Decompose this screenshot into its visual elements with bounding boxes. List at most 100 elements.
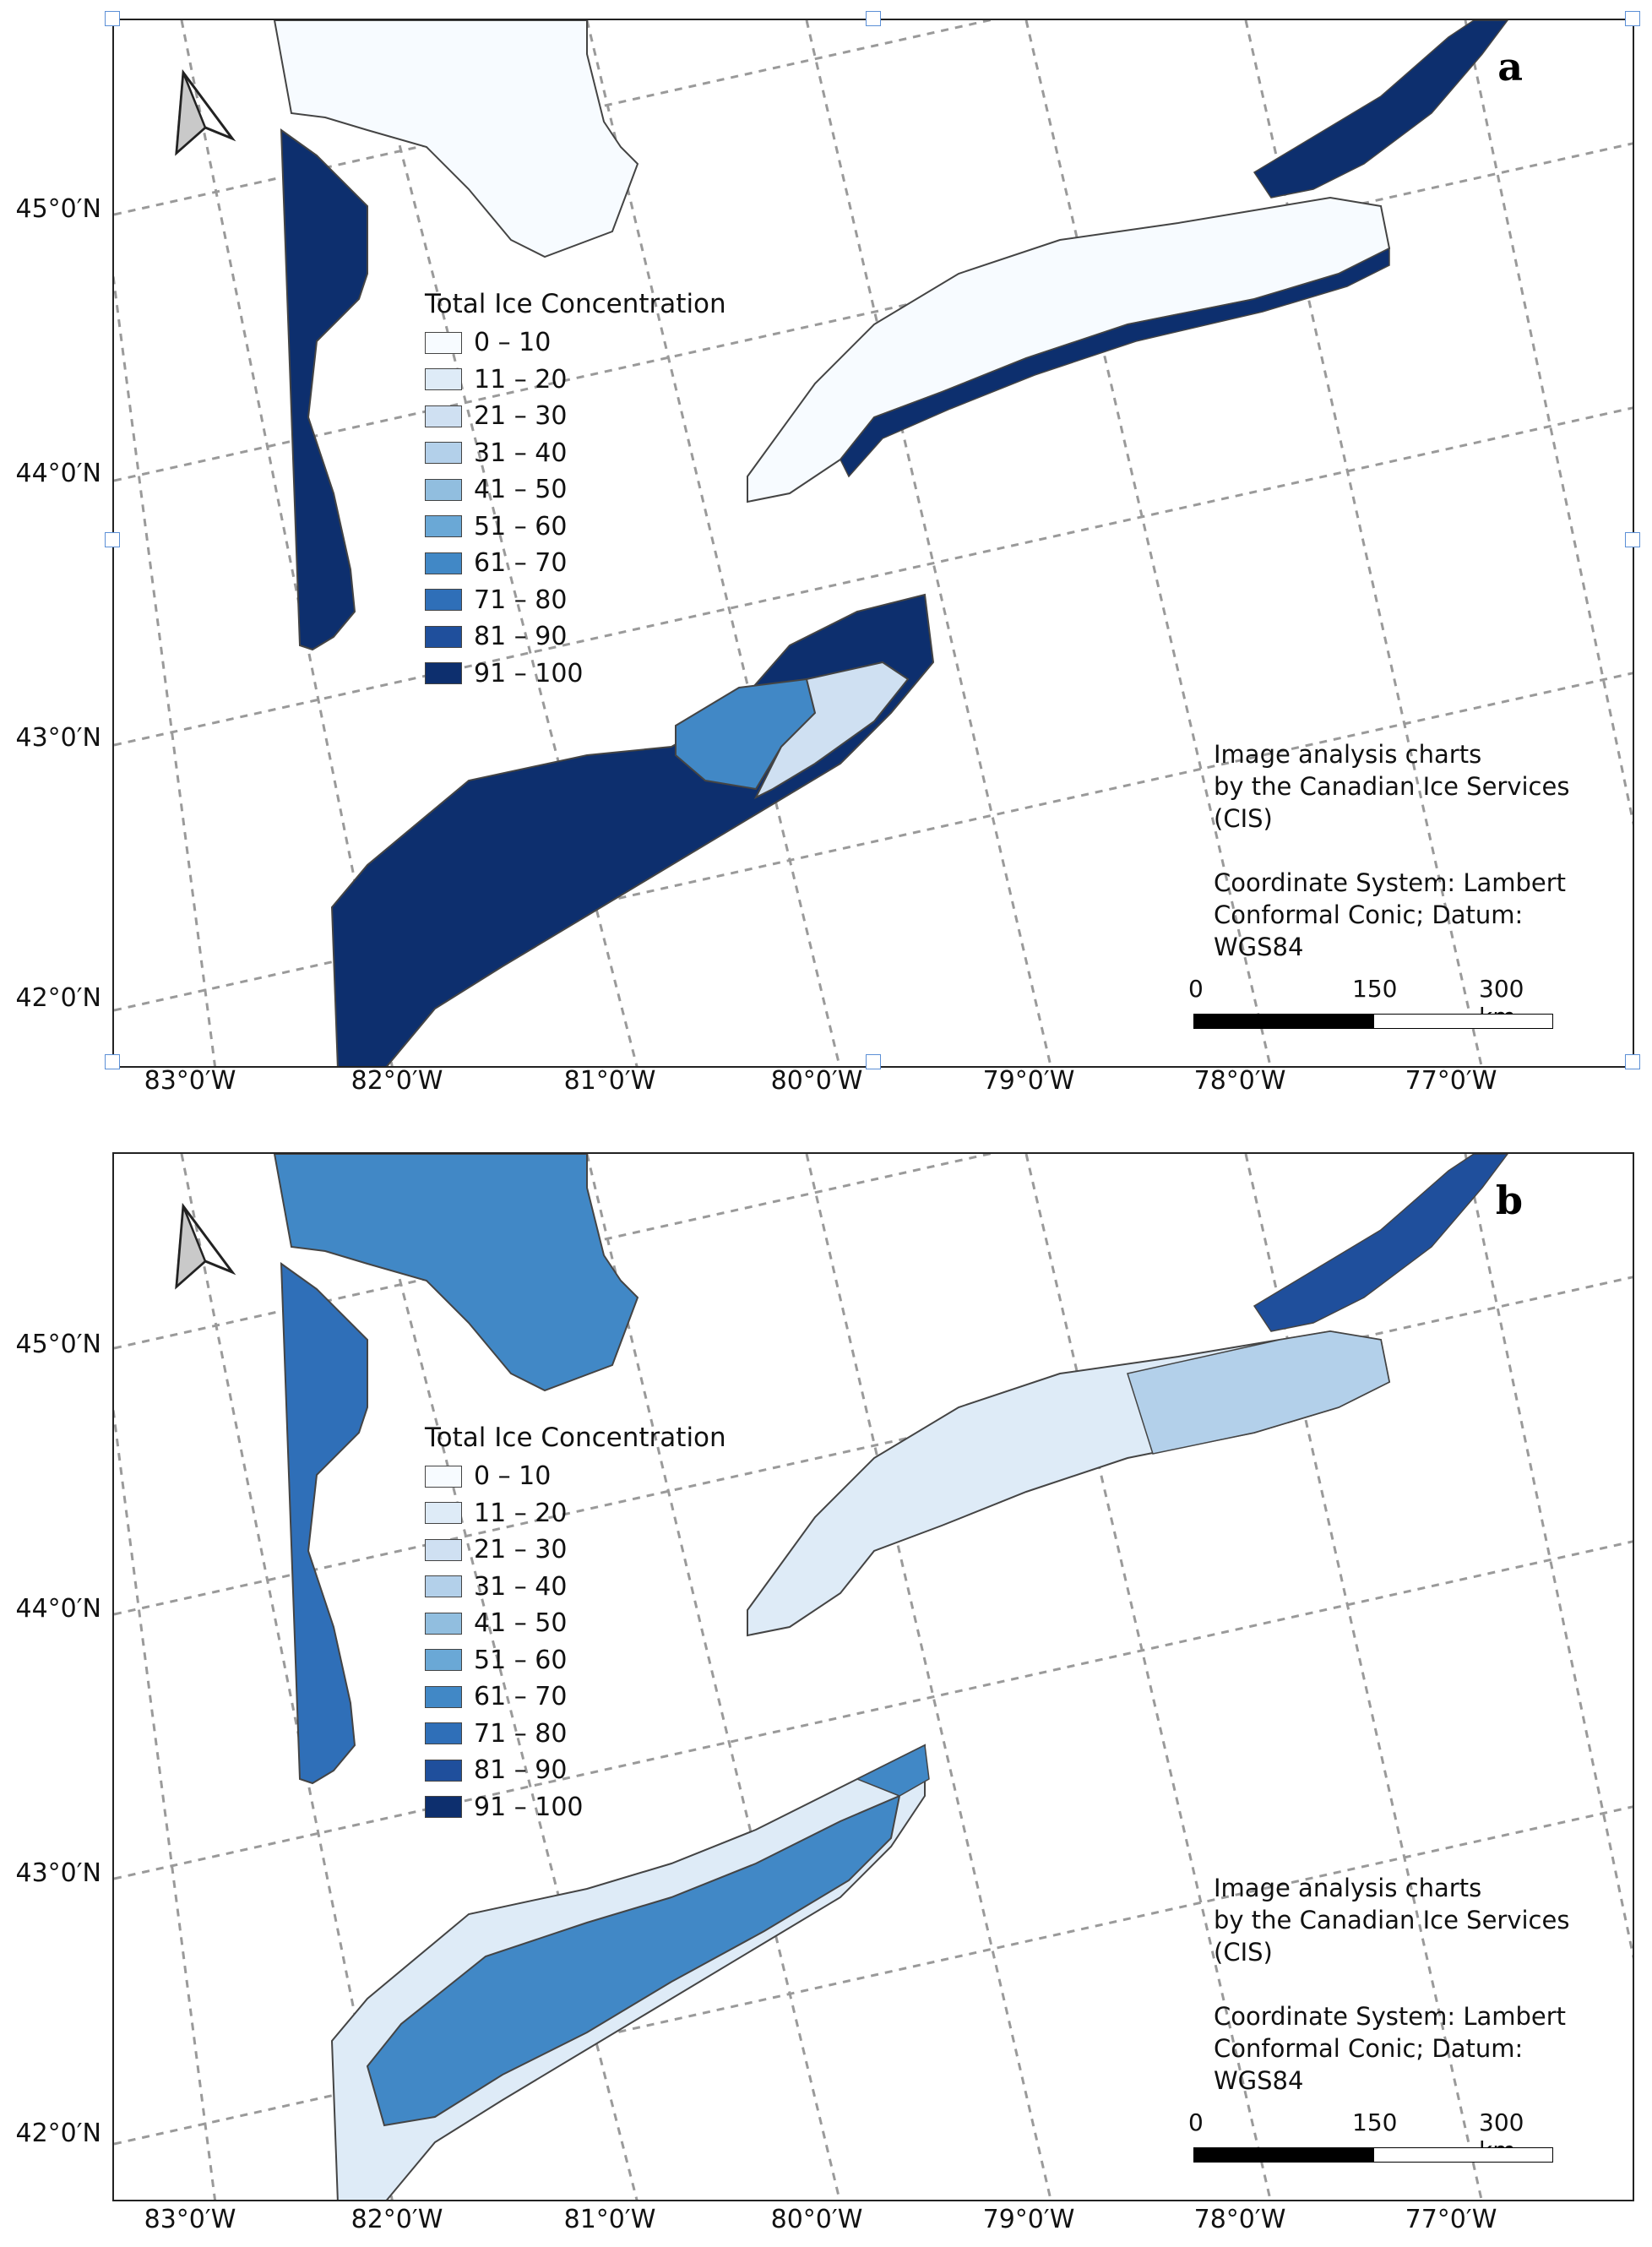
selection-handle[interactable] <box>1625 1054 1640 1069</box>
legend-label: 61 – 70 <box>474 548 568 579</box>
georgian-bay <box>273 1154 639 1392</box>
legend-swatch <box>425 1575 462 1598</box>
georgian-bay <box>273 20 639 258</box>
map-canvas-b <box>114 1154 1633 2200</box>
lon-label: 80°0′W <box>770 1066 863 1096</box>
legend-label: 11 – 20 <box>474 364 568 394</box>
legend-label: 0 – 10 <box>474 1461 552 1492</box>
legend: Total Ice Concentration 0 – 10 11 – 20 21 … <box>425 289 726 692</box>
selection-handle[interactable] <box>866 11 881 26</box>
selection-handle[interactable] <box>105 11 120 26</box>
lake-ontario-rim <box>840 247 1390 478</box>
scale-label-0: 0 <box>1188 975 1204 1003</box>
lat-label: 45°0′N <box>15 1330 101 1359</box>
legend-swatch <box>425 331 462 354</box>
lat-label: 45°0′N <box>15 194 101 224</box>
legend-swatch <box>425 368 462 391</box>
lake-huron-south <box>280 128 368 651</box>
credit-line: (CIS) <box>1214 804 1273 833</box>
legend-item: 31 – 40 <box>425 1569 726 1606</box>
selection-handle[interactable] <box>1625 532 1640 547</box>
lake-ontario-rim <box>1127 1330 1390 1455</box>
legend-swatch <box>425 1612 462 1635</box>
lake-erie-east <box>856 1744 930 1797</box>
legend-swatch <box>425 589 462 612</box>
selection-handle[interactable] <box>866 1054 881 1069</box>
legend-label: 91 – 100 <box>474 658 584 688</box>
credit-line: by the Canadian Ice Services <box>1214 772 1570 801</box>
lon-label: 81°0′W <box>563 2205 656 2234</box>
st-lawrence <box>1253 1154 1508 1332</box>
scale-bar-black <box>1193 2147 1373 2163</box>
legend-swatch <box>425 552 462 574</box>
legend-swatch <box>425 405 462 427</box>
credit-line: (CIS) <box>1214 1938 1273 1967</box>
lon-label: 78°0′W <box>1193 1066 1286 1096</box>
legend-swatch <box>425 662 462 685</box>
legend-swatch <box>425 1759 462 1782</box>
legend-item: 61 – 70 <box>425 1678 726 1716</box>
credit-line: Conformal Conic; Datum: <box>1214 900 1524 929</box>
legend-swatch <box>425 1722 462 1745</box>
selection-handle[interactable] <box>105 532 120 547</box>
legend-swatch <box>425 442 462 465</box>
lon-label: 78°0′W <box>1193 2205 1286 2234</box>
legend-label: 71 – 80 <box>474 1718 568 1749</box>
lat-label: 43°0′N <box>15 1858 101 1888</box>
lon-label: 79°0′W <box>982 2205 1075 2234</box>
legend-swatch <box>425 1465 462 1488</box>
credit-line: Conformal Conic; Datum: <box>1214 2034 1524 2063</box>
lon-label: 83°0′W <box>144 1066 236 1096</box>
legend-item: 51 – 60 <box>425 1642 726 1679</box>
legend-title: Total Ice Concentration <box>425 1423 726 1453</box>
map-panel-a: a Total Ice Concentration 0 – 10 11 – 20 2… <box>112 19 1634 1068</box>
legend-item: 81 – 90 <box>425 1752 726 1789</box>
legend-rows: 0 – 10 11 – 20 21 – 30 31 – 40 41 – 50 51 – 6… <box>425 324 726 692</box>
st-lawrence <box>1253 20 1508 199</box>
lat-label: 42°0′N <box>15 2119 101 2148</box>
legend-title: Total Ice Concentration <box>425 289 726 319</box>
lake-erie-rim <box>753 661 910 800</box>
scale-label-150: 150 <box>1352 975 1398 1003</box>
legend-label: 71 – 80 <box>474 585 568 615</box>
lon-label: 77°0′W <box>1405 2205 1497 2234</box>
credit-line: Image analysis charts <box>1214 1874 1482 1902</box>
north-arrow-icon <box>171 1198 239 1294</box>
legend-label: 81 – 90 <box>474 622 568 652</box>
selection-handle[interactable] <box>105 1054 120 1069</box>
legend-item: 41 – 50 <box>425 1605 726 1642</box>
scale-bar: 0 150 300 km <box>1188 975 1553 1034</box>
legend-item: 71 – 80 <box>425 582 726 619</box>
legend-item: 91 – 100 <box>425 1789 726 1826</box>
lon-label: 79°0′W <box>982 1066 1075 1096</box>
scale-bar-black <box>1193 1014 1373 1029</box>
legend-label: 31 – 40 <box>474 1571 568 1602</box>
legend: Total Ice Concentration 0 – 10 11 – 20 21 … <box>425 1423 726 1825</box>
legend-label: 31 – 40 <box>474 438 568 468</box>
lat-label: 44°0′N <box>15 1594 101 1624</box>
legend-item: 0 – 10 <box>425 324 726 362</box>
legend-item: 31 – 40 <box>425 435 726 472</box>
legend-label: 41 – 50 <box>474 475 568 505</box>
credit-line: WGS84 <box>1214 933 1304 961</box>
credit-text: Image analysis charts by the Canadian Ic… <box>1214 1872 1569 2097</box>
scale-label-150: 150 <box>1352 2108 1398 2136</box>
lake-huron-south <box>280 1262 368 1785</box>
legend-item: 21 – 30 <box>425 398 726 435</box>
scale-bar-white <box>1373 2147 1553 2163</box>
legend-item: 91 – 100 <box>425 656 726 693</box>
legend-swatch <box>425 625 462 648</box>
legend-item: 51 – 60 <box>425 509 726 546</box>
lon-label: 82°0′W <box>351 2205 443 2234</box>
credit-line: by the Canadian Ice Services <box>1214 1906 1570 1934</box>
legend-label: 51 – 60 <box>474 511 568 541</box>
legend-label: 61 – 70 <box>474 1682 568 1712</box>
legend-swatch <box>425 1796 462 1819</box>
north-arrow-icon <box>171 64 239 160</box>
legend-swatch <box>425 1685 462 1708</box>
legend-item: 21 – 30 <box>425 1532 726 1569</box>
selection-handle[interactable] <box>1625 11 1640 26</box>
legend-item: 61 – 70 <box>425 545 726 582</box>
legend-item: 71 – 80 <box>425 1716 726 1753</box>
legend-label: 11 – 20 <box>474 1498 568 1528</box>
